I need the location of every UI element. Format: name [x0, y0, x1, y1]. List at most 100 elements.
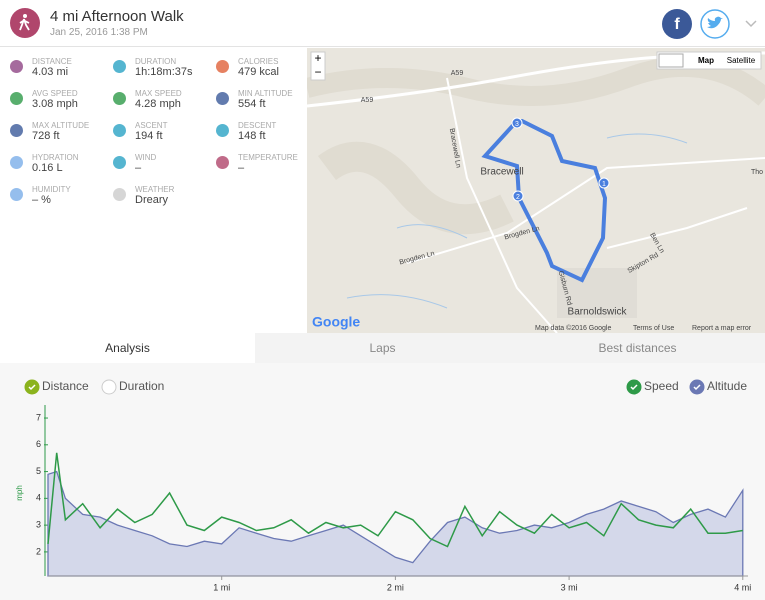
speed-line [47, 452, 743, 548]
toggle-label: Distance [42, 379, 89, 393]
stat-label: HYDRATION [32, 153, 79, 162]
stat-value: 554 ft [238, 98, 266, 110]
stat-value: – [135, 162, 142, 174]
chart: Distance Duration Speed Altitude mph 2 3 4 5 6 7 1 … [0, 363, 765, 600]
route-marker [512, 190, 524, 202]
stat-icon [10, 60, 23, 73]
map-button[interactable]: Map [698, 56, 714, 65]
stat-label: MAX ALTITUDE [32, 121, 90, 130]
tab[interactable]: Laps [369, 341, 396, 355]
y-tick-label: 4 [36, 493, 41, 503]
altitude-area [47, 470, 744, 577]
route-marker [511, 117, 523, 129]
stat-icon [216, 60, 229, 73]
y-axis-label: mph [15, 485, 24, 501]
stat-label: WEATHER [135, 185, 175, 194]
toggle-label: Altitude [707, 379, 747, 393]
map-label: Barnoldswick [568, 307, 628, 318]
stat-label: AVG SPEED [32, 89, 78, 98]
y-tick-label: 5 [36, 466, 41, 476]
tab[interactable]: Analysis [0, 333, 255, 363]
x-mode-toggle[interactable]: Distance [24, 379, 89, 395]
google-logo: Google [312, 314, 360, 330]
stat-icon [10, 188, 23, 201]
map-footer: Map data ©2016 Google [535, 324, 611, 332]
stat-value: Dreary [135, 194, 169, 206]
toggle-label: Duration [119, 379, 164, 393]
map[interactable]: + − A59 A59 Bracewell Ln Bracewell Brogden Ln… [307, 48, 765, 333]
x-tick-label: 2 mi [387, 582, 404, 592]
stat-value: 1h:18m:37s [135, 66, 193, 78]
tab[interactable]: Best distances [598, 341, 677, 355]
stats-panel: DISTANCE 4.03 mi DURATION 1h:18m:37s CALORIE… [0, 48, 307, 333]
stat-value: 479 kcal [238, 66, 279, 78]
activity-date: Jan 25, 2016 1:38 PM [50, 27, 148, 38]
stat-value: 3.08 mph [32, 98, 78, 110]
svg-text:f: f [674, 16, 680, 33]
stat-value: 4.03 mi [32, 66, 69, 78]
stat-icon [216, 124, 229, 137]
stat-value: 194 ft [135, 130, 163, 142]
stat-label: CALORIES [238, 57, 279, 66]
map-footer: Terms of Use [633, 325, 674, 332]
route-marker-label: 2 [516, 194, 520, 201]
stat-label: DURATION [135, 57, 177, 66]
stat-value: 148 ft [238, 130, 266, 142]
stat-value: 728 ft [32, 130, 60, 142]
y-tick-label: 2 [36, 546, 41, 556]
map-label: Tho [751, 169, 763, 176]
toggle-check [630, 384, 638, 391]
x-mode-toggle[interactable]: Duration [101, 379, 164, 395]
stat-value: 4.28 mph [135, 98, 181, 110]
activity-icon [10, 8, 40, 38]
stat-icon [113, 156, 126, 169]
y-tick-label: 6 [36, 439, 41, 449]
activity-title: 4 mi Afternoon Walk [50, 8, 184, 25]
stat-label: DESCENT [238, 121, 277, 130]
toggle-check [693, 384, 701, 391]
x-tick-label: 3 mi [561, 582, 578, 592]
route-marker [598, 177, 610, 189]
y-tick-label: 7 [36, 412, 41, 422]
svg-text:+: + [314, 51, 321, 65]
stat-icon [113, 92, 126, 105]
stat-icon [10, 92, 23, 105]
x-tick-label: 4 mi [734, 582, 751, 592]
map-button[interactable]: Satellite [727, 56, 756, 65]
toggle-circle [101, 379, 117, 395]
stat-label: MIN ALTITUDE [238, 89, 293, 98]
stat-label: ASCENT [135, 121, 168, 130]
route-marker-label: 3 [515, 121, 519, 128]
stat-label: TEMPERATURE [238, 153, 298, 162]
stat-icon [216, 156, 229, 169]
stat-icon [10, 124, 23, 137]
stat-label: WIND [135, 153, 157, 162]
stat-icon [113, 188, 126, 201]
stat-label: HUMIDITY [32, 185, 71, 194]
legend-item[interactable]: Altitude [689, 379, 747, 395]
header: 4 mi Afternoon Walk Jan 25, 2016 1:38 PM… [0, 0, 765, 47]
x-tick-label: 1 mi [213, 582, 230, 592]
stat-label: DISTANCE [32, 57, 72, 66]
map-label: A59 [451, 70, 464, 77]
y-tick-label: 3 [36, 520, 41, 530]
legend-item[interactable]: Speed [626, 379, 679, 395]
toggle-label: Speed [644, 379, 679, 393]
stat-icon [113, 124, 126, 137]
stat-label: MAX SPEED [135, 89, 182, 98]
stat-value: – % [32, 194, 51, 206]
map-footer: Report a map error [692, 325, 752, 332]
tab-bar: Analysis Laps Best distances [0, 333, 765, 363]
stat-icon [216, 92, 229, 105]
stat-icon [10, 156, 23, 169]
stat-icon [113, 60, 126, 73]
stat-value: 0.16 L [32, 162, 63, 174]
share-buttons[interactable]: f [660, 7, 760, 41]
stat-value: – [238, 162, 245, 174]
route-marker-label: 1 [602, 181, 606, 188]
svg-text:−: − [314, 65, 321, 79]
map-label: A59 [361, 97, 374, 104]
